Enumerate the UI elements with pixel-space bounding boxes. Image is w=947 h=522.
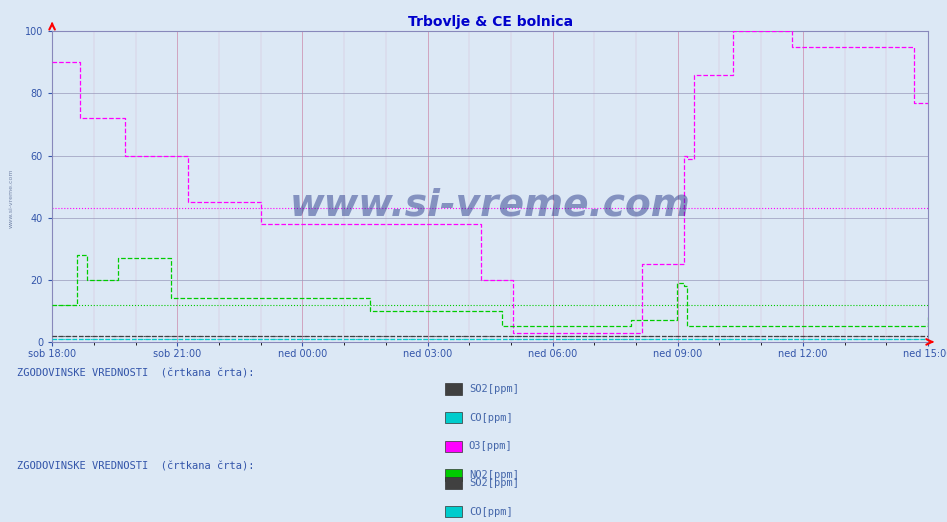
Text: ZGODOVINSKE VREDNOSTI  (črtkana črta):: ZGODOVINSKE VREDNOSTI (črtkana črta): [17,462,255,472]
Text: www.si-vreme.com: www.si-vreme.com [290,187,690,223]
Title: Trbovlje & CE bolnica: Trbovlje & CE bolnica [407,15,573,29]
Text: O3[ppm]: O3[ppm] [469,441,512,452]
Text: SO2[ppm]: SO2[ppm] [469,478,519,488]
Text: www.si-vreme.com: www.si-vreme.com [9,169,14,228]
Text: SO2[ppm]: SO2[ppm] [469,384,519,394]
Text: NO2[ppm]: NO2[ppm] [469,470,519,480]
Text: ZGODOVINSKE VREDNOSTI  (črtkana črta):: ZGODOVINSKE VREDNOSTI (črtkana črta): [17,368,255,378]
Text: CO[ppm]: CO[ppm] [469,506,512,517]
Text: CO[ppm]: CO[ppm] [469,412,512,423]
